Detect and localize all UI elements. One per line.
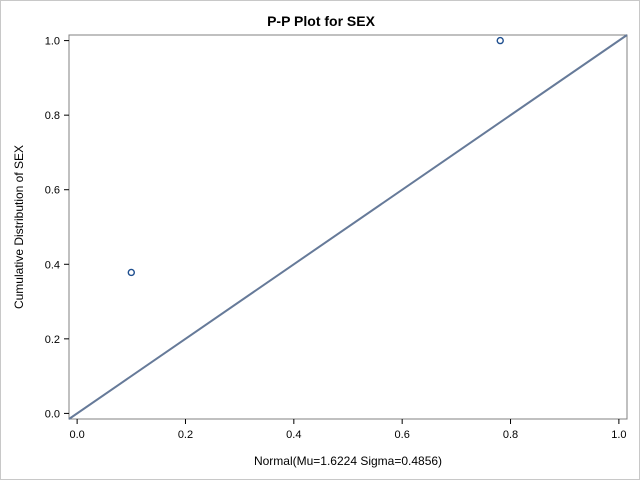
data-point xyxy=(127,268,136,277)
x-tick-label: 0.0 xyxy=(69,429,84,441)
y-tick-label: 1.0 xyxy=(45,36,60,48)
x-tick-label: 0.6 xyxy=(395,429,410,441)
y-tick-label: 0.2 xyxy=(45,334,60,346)
y-tick-label: 0.6 xyxy=(45,185,60,197)
reference-line-layer xyxy=(68,34,628,420)
data-points-layer xyxy=(127,36,504,277)
chart-title: P-P Plot for SEX xyxy=(267,13,376,29)
x-tick-label: 0.8 xyxy=(503,429,518,441)
x-axis-ticks: 0.0 0.2 0.4 0.6 0.8 1.0 xyxy=(69,419,627,441)
y-tick-label: 0.0 xyxy=(45,408,60,420)
x-tick-label: 0.2 xyxy=(178,429,193,441)
x-axis-label: Normal(Mu=1.6224 Sigma=0.4856) xyxy=(254,454,442,468)
y-axis-label: Cumulative Distribution of SEX xyxy=(12,145,26,309)
data-point xyxy=(496,36,504,45)
x-tick-label: 0.4 xyxy=(286,429,301,441)
y-tick-label: 0.4 xyxy=(45,259,60,271)
x-tick-label: 1.0 xyxy=(611,429,626,441)
reference-line xyxy=(68,34,628,420)
plot-area-frame xyxy=(68,34,628,420)
y-tick-label: 0.8 xyxy=(45,110,60,122)
y-axis-ticks: 0.0 0.2 0.4 0.6 0.8 1.0 xyxy=(45,36,69,420)
